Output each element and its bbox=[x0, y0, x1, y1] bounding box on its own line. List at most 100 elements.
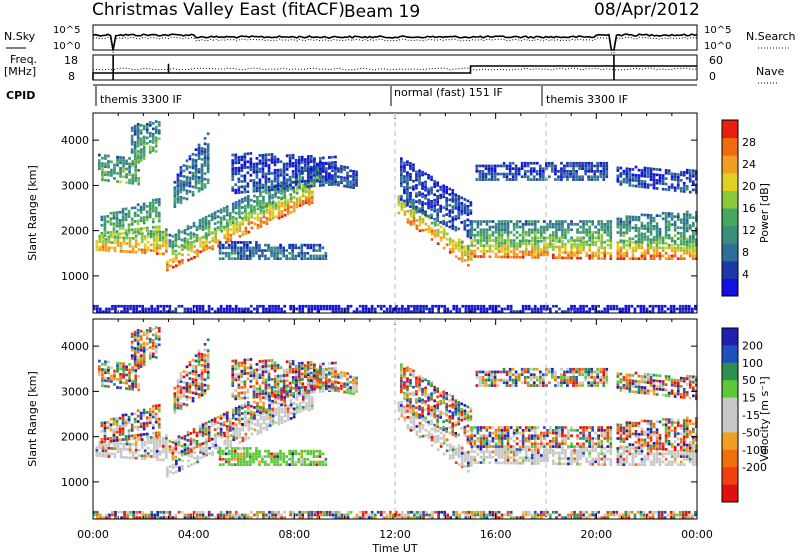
power-cell bbox=[130, 164, 134, 168]
power-cell bbox=[436, 208, 439, 212]
velocity-cell bbox=[244, 424, 248, 428]
velocity-cell bbox=[228, 423, 232, 427]
power-cell bbox=[594, 240, 597, 244]
power-cell bbox=[512, 242, 516, 245]
power-cell bbox=[188, 179, 192, 182]
power-cell bbox=[142, 127, 146, 131]
power-cell bbox=[370, 310, 374, 313]
power-cell bbox=[188, 165, 192, 169]
power-cell bbox=[433, 185, 436, 188]
power-cell bbox=[509, 307, 513, 311]
power-cell bbox=[131, 245, 135, 248]
power-cell bbox=[406, 163, 409, 166]
velocity-cell bbox=[128, 374, 131, 377]
power-cell bbox=[255, 243, 258, 247]
velocity-cell bbox=[238, 413, 241, 417]
velocity-cell bbox=[197, 395, 201, 399]
velocity-cell bbox=[268, 424, 272, 427]
power-cell bbox=[606, 223, 610, 226]
power-cell bbox=[664, 182, 668, 186]
power-cell bbox=[554, 167, 557, 170]
power-cell bbox=[197, 157, 201, 160]
power-cell bbox=[132, 307, 135, 311]
power-cell bbox=[628, 239, 632, 243]
power-cell bbox=[270, 182, 274, 186]
power-cell bbox=[352, 175, 355, 179]
velocity-cell bbox=[116, 378, 119, 381]
power-cell bbox=[103, 226, 107, 229]
power-cell bbox=[282, 184, 286, 188]
power-cell bbox=[282, 165, 286, 169]
power-cell bbox=[673, 242, 677, 246]
power-cell bbox=[573, 254, 576, 257]
power-cell bbox=[469, 236, 473, 240]
power-cell bbox=[576, 254, 579, 257]
power-cell bbox=[567, 256, 570, 260]
velocity-cell bbox=[146, 446, 150, 450]
velocity-cell bbox=[232, 432, 236, 436]
velocity-cell bbox=[154, 407, 158, 410]
power-cell bbox=[115, 219, 119, 223]
power-cell bbox=[288, 165, 292, 168]
power-cell bbox=[493, 175, 497, 179]
power-cell bbox=[110, 160, 113, 164]
power-cell bbox=[582, 246, 585, 249]
power-cell bbox=[484, 167, 488, 170]
velocity-cell bbox=[191, 367, 195, 370]
power-cell bbox=[130, 220, 134, 223]
velocity-cell bbox=[235, 434, 239, 437]
velocity-cell bbox=[107, 455, 111, 458]
power-cell bbox=[658, 173, 662, 177]
velocity-cell bbox=[262, 407, 265, 410]
power-cell bbox=[658, 168, 662, 172]
power-cell bbox=[670, 177, 674, 181]
power-cell bbox=[485, 310, 489, 313]
power-cell bbox=[283, 197, 287, 201]
power-cell bbox=[628, 170, 632, 174]
velocity-cell bbox=[203, 367, 207, 371]
power-cell bbox=[494, 223, 498, 226]
power-cell bbox=[457, 249, 461, 252]
power-cell bbox=[418, 201, 421, 205]
power-cell bbox=[174, 236, 178, 239]
power-cell bbox=[631, 215, 635, 219]
power-cell bbox=[154, 142, 158, 145]
power-cell bbox=[228, 304, 232, 308]
power-cell bbox=[271, 196, 274, 200]
velocity-cell bbox=[234, 412, 238, 416]
velocity-cell bbox=[171, 441, 175, 444]
power-cell bbox=[176, 189, 180, 193]
power-cell bbox=[688, 237, 692, 241]
velocity-cell bbox=[179, 404, 183, 408]
power-cell bbox=[219, 211, 223, 214]
power-cell bbox=[485, 223, 489, 226]
velocity-cell bbox=[247, 417, 251, 421]
power-cell bbox=[122, 250, 126, 253]
power-cell bbox=[631, 176, 635, 179]
velocity-cell bbox=[238, 416, 241, 419]
velocity-cell bbox=[139, 335, 143, 338]
power-cell bbox=[288, 162, 292, 165]
power-cell bbox=[524, 307, 528, 311]
power-cell bbox=[400, 200, 404, 203]
power-cell bbox=[692, 183, 695, 186]
power-cell bbox=[120, 310, 123, 313]
power-cell bbox=[264, 183, 268, 187]
velocity-cell bbox=[185, 381, 189, 385]
power-cell bbox=[421, 208, 424, 212]
power-cell bbox=[197, 170, 201, 174]
power-cell bbox=[154, 209, 158, 212]
power-cell bbox=[407, 310, 410, 313]
power-cell bbox=[603, 249, 607, 252]
power-cell bbox=[310, 198, 314, 202]
power-cell bbox=[243, 155, 247, 159]
power-cell bbox=[306, 175, 310, 179]
power-cell bbox=[664, 217, 668, 221]
power-cell bbox=[470, 255, 473, 258]
power-cell bbox=[107, 240, 111, 244]
power-cell bbox=[561, 251, 564, 254]
velocity-cell bbox=[286, 395, 289, 398]
power-cell bbox=[183, 231, 187, 235]
power-cell bbox=[113, 246, 117, 250]
power-cell bbox=[530, 253, 534, 256]
